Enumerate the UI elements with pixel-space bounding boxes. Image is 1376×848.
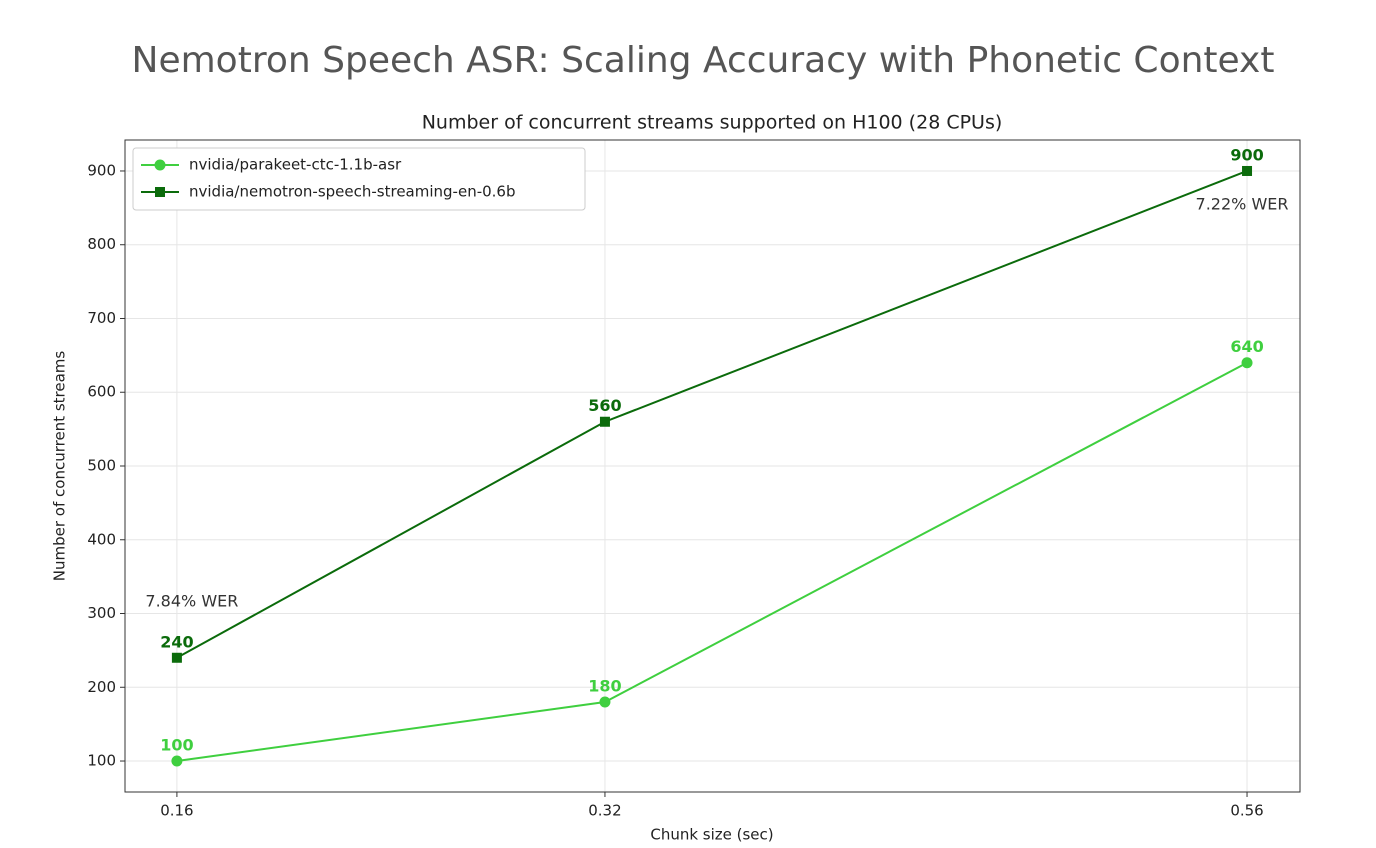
data-label: 640 [1230,337,1263,356]
data-label: 180 [588,677,621,696]
x-tick-label: 0.16 [160,802,193,820]
data-label: 560 [588,396,621,415]
y-tick-label: 800 [87,235,116,253]
series-line [176,361,1248,763]
y-tick-label: 400 [87,530,116,548]
legend-marker [154,159,166,171]
data-point [1242,165,1253,176]
data-point [171,652,182,663]
annotation: 7.22% WER [1196,194,1289,213]
legend-label: nvidia/parakeet-ctc-1.1b-asr [189,156,402,174]
x-axis-label: Chunk size (sec) [650,826,773,844]
y-tick-label: 900 [87,161,116,179]
x-tick-label: 0.32 [588,802,621,820]
data-point [599,416,610,427]
page-title: Nemotron Speech ASR: Scaling Accuracy wi… [132,40,1275,81]
data-point [171,755,183,767]
annotation: 7.84% WER [145,591,238,610]
y-tick-label: 600 [87,383,116,401]
y-axis-label: Number of concurrent streams [51,351,69,582]
data-label: 100 [160,736,193,755]
data-label: 240 [160,632,193,651]
y-tick-label: 500 [87,457,116,475]
y-tick-label: 300 [87,604,116,622]
y-tick-label: 200 [87,678,116,696]
legend-box [132,147,586,211]
data-point [599,696,611,708]
y-tick-label: 100 [87,752,116,770]
legend-marker [155,187,165,197]
data-label: 900 [1230,145,1263,164]
plot-frame [124,139,1301,793]
y-tick-label: 700 [87,309,116,327]
series-line [176,170,1248,659]
legend-label: nvidia/nemotron-speech-streaming-en-0.6b [189,183,515,201]
x-tick-label: 0.56 [1230,802,1263,820]
chart-title: Number of concurrent streams supported o… [422,112,1003,134]
data-point [1241,357,1253,369]
